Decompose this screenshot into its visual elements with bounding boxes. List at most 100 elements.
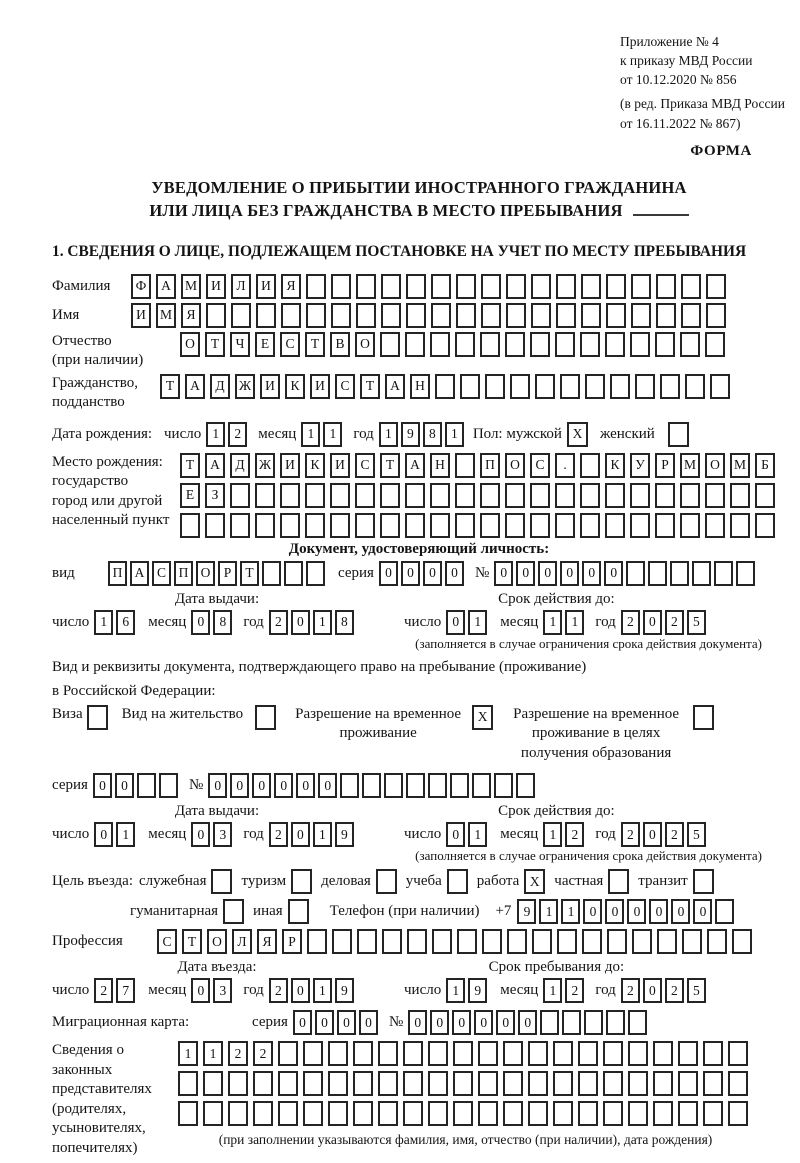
char-box[interactable]: 0 — [422, 560, 442, 586]
char-box[interactable] — [581, 302, 601, 328]
char-box[interactable] — [303, 1041, 323, 1067]
char-box[interactable] — [278, 1071, 298, 1097]
char-box[interactable]: 1 — [543, 822, 563, 848]
char-box[interactable]: 1 — [565, 609, 585, 635]
char-box[interactable] — [430, 331, 450, 357]
char-box[interactable] — [605, 512, 625, 538]
char-box[interactable] — [403, 1071, 423, 1097]
temp-residence-education-checkbox[interactable] — [693, 704, 715, 730]
char-box[interactable]: 2 — [228, 1041, 248, 1067]
char-box[interactable]: 2 — [94, 978, 114, 1004]
char-box[interactable] — [280, 512, 300, 538]
char-box[interactable]: О — [207, 929, 227, 955]
char-box[interactable]: 2 — [664, 978, 684, 1004]
char-box[interactable] — [736, 560, 756, 586]
char-box[interactable] — [330, 482, 350, 508]
char-box[interactable]: И — [310, 373, 330, 399]
char-box[interactable]: 2 — [268, 609, 288, 635]
char-box[interactable]: 2 — [664, 822, 684, 848]
char-box[interactable] — [678, 1071, 698, 1097]
char-box[interactable]: С — [152, 560, 171, 586]
char-box[interactable]: Р — [655, 452, 675, 478]
char-box[interactable]: 1 — [468, 822, 488, 848]
char-box[interactable]: 5 — [686, 978, 706, 1004]
char-box[interactable]: 8 — [213, 609, 233, 635]
char-box[interactable]: 9 — [334, 822, 354, 848]
char-box[interactable] — [430, 512, 450, 538]
char-box[interactable] — [556, 273, 576, 299]
char-box[interactable] — [607, 929, 627, 955]
purpose-work-checkbox[interactable]: X — [524, 869, 546, 895]
char-box[interactable] — [728, 1071, 748, 1097]
char-box[interactable] — [405, 482, 425, 508]
char-box[interactable] — [303, 1101, 323, 1127]
char-box[interactable]: 0 — [642, 978, 662, 1004]
char-box[interactable] — [578, 1071, 598, 1097]
char-box[interactable]: 6 — [116, 609, 136, 635]
char-box[interactable]: 0 — [671, 899, 691, 925]
char-box[interactable] — [262, 560, 281, 586]
char-box[interactable] — [530, 512, 550, 538]
char-box[interactable]: 3 — [213, 978, 233, 1004]
char-box[interactable] — [505, 482, 525, 508]
char-box[interactable]: М — [156, 302, 176, 328]
char-box[interactable] — [685, 373, 705, 399]
char-box[interactable]: 1 — [539, 899, 559, 925]
char-box[interactable] — [206, 302, 226, 328]
char-box[interactable]: 0 — [290, 822, 310, 848]
char-box[interactable] — [505, 331, 525, 357]
char-box[interactable]: Р — [282, 929, 302, 955]
char-box[interactable]: О — [705, 452, 725, 478]
char-box[interactable] — [656, 273, 676, 299]
residence-permit-checkbox[interactable] — [255, 704, 277, 730]
char-box[interactable]: 0 — [400, 560, 420, 586]
char-box[interactable] — [528, 1041, 548, 1067]
char-box[interactable] — [478, 1041, 498, 1067]
char-box[interactable]: С — [530, 452, 550, 478]
char-box[interactable]: 2 — [228, 421, 248, 447]
char-box[interactable] — [355, 482, 375, 508]
char-box[interactable] — [430, 482, 450, 508]
char-box[interactable] — [670, 560, 690, 586]
char-box[interactable] — [405, 331, 425, 357]
char-box[interactable]: 0 — [494, 560, 514, 586]
char-box[interactable]: И — [280, 452, 300, 478]
char-box[interactable]: 0 — [230, 773, 250, 799]
char-box[interactable]: З — [205, 482, 225, 508]
char-box[interactable] — [456, 273, 476, 299]
char-box[interactable] — [657, 929, 677, 955]
char-box[interactable] — [403, 1041, 423, 1067]
char-box[interactable] — [730, 512, 750, 538]
char-box[interactable] — [362, 773, 382, 799]
char-box[interactable]: 1 — [312, 978, 332, 1004]
char-box[interactable] — [553, 1041, 573, 1067]
char-box[interactable]: 0 — [358, 1010, 378, 1036]
char-box[interactable] — [714, 560, 734, 586]
char-box[interactable]: 2 — [268, 978, 288, 1004]
char-box[interactable] — [703, 1101, 723, 1127]
char-box[interactable] — [560, 373, 580, 399]
char-box[interactable] — [453, 1101, 473, 1127]
char-box[interactable] — [178, 1071, 198, 1097]
char-box[interactable]: А — [130, 560, 149, 586]
purpose-official-checkbox[interactable] — [211, 869, 233, 895]
char-box[interactable] — [606, 1010, 626, 1036]
char-box[interactable] — [281, 302, 301, 328]
char-box[interactable]: Н — [410, 373, 430, 399]
char-box[interactable] — [158, 773, 178, 799]
char-box[interactable] — [178, 1101, 198, 1127]
char-box[interactable] — [626, 560, 646, 586]
char-box[interactable] — [680, 512, 700, 538]
purpose-transit-checkbox[interactable] — [692, 869, 714, 895]
char-box[interactable] — [628, 1041, 648, 1067]
char-box[interactable]: 0 — [642, 822, 662, 848]
char-box[interactable] — [562, 1010, 582, 1036]
char-box[interactable] — [728, 1041, 748, 1067]
char-box[interactable] — [678, 1101, 698, 1127]
char-box[interactable] — [610, 373, 630, 399]
char-box[interactable]: 0 — [649, 899, 669, 925]
char-box[interactable]: 0 — [444, 560, 464, 586]
char-box[interactable] — [555, 512, 575, 538]
char-box[interactable] — [228, 1101, 248, 1127]
char-box[interactable] — [378, 1041, 398, 1067]
